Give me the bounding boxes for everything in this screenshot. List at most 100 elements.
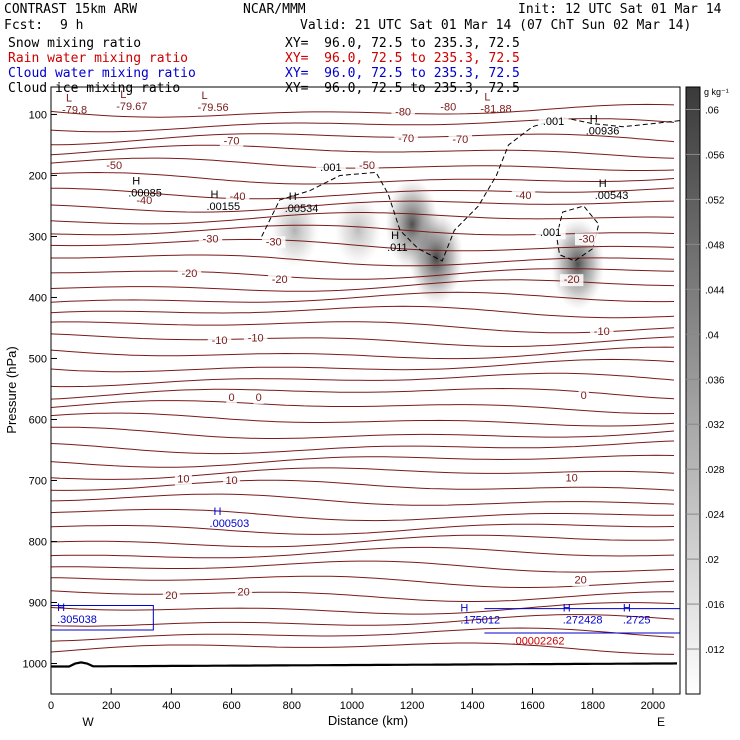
temperature-contour [50,268,675,280]
high-marker: H [599,178,607,190]
temperature-contour [50,523,675,535]
cloud-ice-contour-label: .001 [543,116,564,128]
label-background [174,473,192,486]
x-tick-label: 400 [162,700,180,712]
temperature-contour [50,224,675,236]
legend-snow-xy: XY= 96.0, 72.5 to 235.3, 72.5 [285,36,520,51]
colorbar: .06 .056 .052 .048 .044 .04 .036 .032 .028 .024 .0… [685,86,729,695]
y-tick-label: 1000 [23,658,47,670]
center-label: NCAR/MMM [243,2,306,17]
temperature-contour-label: 20 [575,574,587,586]
high-marker: H [563,603,571,615]
low-marker: L [120,89,126,101]
label-background [177,268,202,281]
label-background [578,390,589,403]
colorbar-tick-label: .032 [705,420,725,431]
east-label: E [657,715,665,729]
label-background [538,116,569,129]
cloud-ice-contour-label: .001 [320,162,341,174]
label-background [243,332,268,345]
legend-snow: Snow mixing ratio [8,36,142,51]
west-label: W [82,715,94,729]
forecast-label: Fcst: [4,18,44,33]
legend-rain-xy: XY= 96.0, 72.5 to 235.3, 72.5 [285,51,520,66]
label-background [394,133,418,146]
temperature-contour [50,358,675,373]
temperature-contour-label: -20 [181,268,197,280]
temperature-contour-label: 20 [237,587,249,599]
colorbar-tick-label: .06 [705,105,719,116]
temperature-contour [50,321,675,334]
x-axis-label: Distance (km) [328,713,408,728]
label-background [355,160,379,173]
colorbar-tick-label: .048 [705,240,725,251]
colorbar-tick-label: .036 [705,375,725,386]
high-marker: H [214,506,222,518]
temperature-contour-label: -30 [266,236,282,248]
high-marker: H [391,230,399,242]
colorbar-tick-label: .044 [705,285,725,296]
legend-cloud-ice: Cloud ice mixing ratio [8,81,181,96]
extremum-value: .00085 [128,188,162,200]
extremum-value: -79.8 [62,105,87,117]
cloud-water-value: .272428 [563,615,603,627]
y-axis: 100 200 300 400 500 600 700 800 900 1000 [23,109,57,670]
extremum-value: -79.56 [197,102,228,114]
x-tick-label: 2000 [641,700,665,712]
colorbar-tick-label: .052 [705,195,725,206]
y-tick-label: 600 [29,414,47,426]
temperature-contour-label: 0 [256,392,262,404]
cloud-water-value: .305038 [57,614,97,626]
legend-cloud-water-xy: XY= 96.0, 72.5 to 235.3, 72.5 [285,66,520,81]
colorbar-tick-label: .024 [705,510,725,521]
extremum-value: .00936 [586,125,620,137]
y-tick-label: 300 [29,231,47,243]
contour-labels: -80 -80 -70 -70 -70 -50 -50 -40 -40 -40 -30 -30 -30 -… [57,89,650,647]
label-background [207,335,232,348]
label-background [198,233,223,246]
high-marker: H [211,189,219,201]
high-marker: H [132,176,140,188]
x-axis: 0 200 400 600 800 1000 1200 1400 1600 1800 2000 [48,688,665,712]
temperature-contour-label: -50 [106,160,122,172]
temperature-contour-label: 0 [229,392,235,404]
temperature-contour [50,479,675,491]
label-background [315,161,346,174]
temperature-contour [50,400,675,415]
x-tick-label: 600 [222,700,240,712]
label-background [162,590,180,603]
extremum-value: .00155 [207,201,241,213]
temperature-contour [50,171,675,185]
label-background [511,189,536,202]
temperature-contour-label: -40 [516,190,532,202]
extremum-value: .011 [387,242,408,254]
temperature-contour [50,467,675,480]
extremum-value: -79.67 [116,101,147,113]
temperature-contour-label: -10 [212,335,228,347]
temperature-contour-label: -40 [136,195,152,207]
y-axis-label: Pressure (hPa) [4,346,19,433]
y-tick-label: 400 [29,292,47,304]
temperature-contour [50,560,675,573]
extremum-value: .000503 [210,518,250,530]
temperature-contour [50,333,675,347]
temperature-contour-label: -80 [395,106,411,118]
colorbar-tick-label: .04 [705,330,719,341]
y-tick-label: 500 [29,353,47,365]
temperature-contour [51,426,675,439]
temperature-contour [50,238,675,252]
low-marker: L [66,93,72,105]
low-marker: L [484,91,490,103]
y-tick-label: 800 [29,536,47,548]
x-tick-label: 1600 [520,700,544,712]
temperature-contour-label: -20 [272,274,288,286]
label-background [261,236,286,249]
chart-title: CONTRAST 15km ARW [4,2,138,17]
label-background [132,194,157,207]
temperature-contour [50,508,674,522]
legend-cloud-water: Cloud water mixing ratio [8,66,196,81]
temperature-contour [50,118,675,133]
x-tick-label: 200 [102,700,120,712]
temperature-contour [50,534,675,548]
temperature-contour-label: -70 [224,136,240,148]
